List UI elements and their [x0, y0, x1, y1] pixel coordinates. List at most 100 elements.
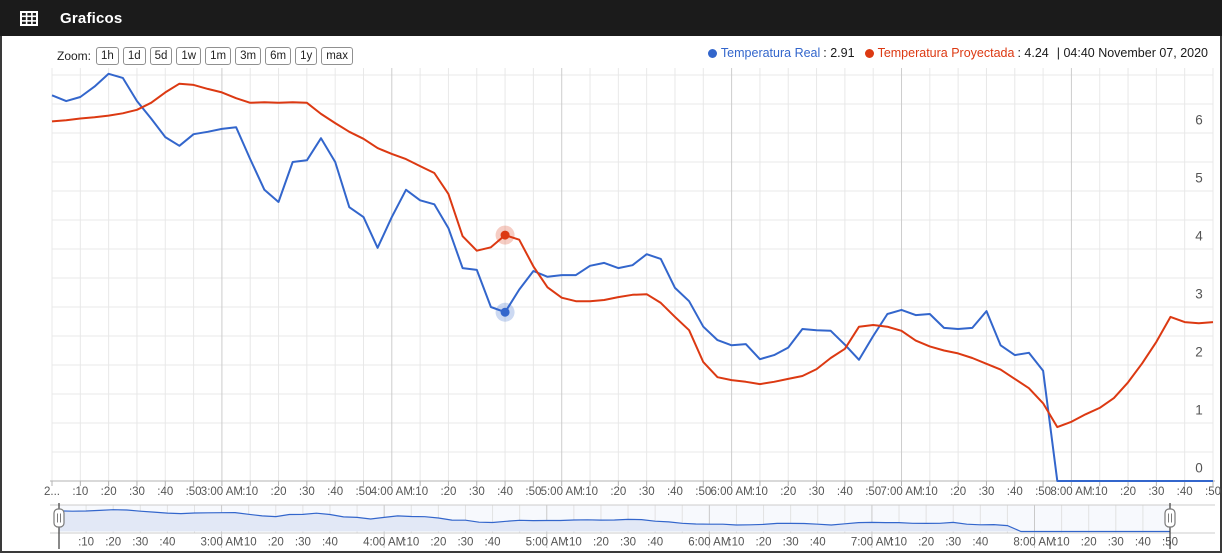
svg-text::10: :10	[72, 486, 88, 498]
svg-text::50: :50	[355, 486, 371, 498]
hover-markers	[495, 225, 515, 322]
svg-text::50: :50	[525, 486, 541, 498]
nav-handle-left[interactable]	[53, 503, 65, 549]
svg-text::10: :10	[922, 486, 938, 498]
svg-text::30: :30	[295, 537, 311, 549]
zoom-button-1w[interactable]: 1w	[176, 47, 202, 65]
zoom-button-1m[interactable]: 1m	[205, 47, 232, 65]
series-proyectada-dot	[864, 48, 874, 58]
series-real-value: : 2.91	[823, 46, 855, 60]
svg-text::40: :40	[667, 486, 683, 498]
svg-text::40: :40	[1007, 486, 1023, 498]
navigator[interactable]	[50, 504, 1215, 548]
svg-text::10: :10	[1092, 486, 1108, 498]
svg-text::30: :30	[129, 486, 145, 498]
zoom-button-1y[interactable]: 1y	[295, 47, 318, 65]
svg-text::40: :40	[1177, 486, 1193, 498]
svg-text:4:00 AM: 4:00 AM	[371, 486, 413, 498]
svg-text:8:00 AM: 8:00 AM	[1013, 537, 1055, 549]
svg-text::30: :30	[132, 537, 148, 549]
svg-text::40: :40	[1135, 537, 1151, 549]
svg-text::20: :20	[268, 537, 284, 549]
navigator-line	[58, 509, 1170, 533]
svg-text:3:00 AM: 3:00 AM	[201, 486, 243, 498]
svg-text::40: :40	[159, 537, 175, 549]
svg-text::10: :10	[1054, 537, 1070, 549]
marker-proyectada	[500, 230, 510, 240]
series-real-label: Temperatura Real	[720, 46, 821, 60]
nav-handle-right[interactable]	[1164, 503, 1176, 549]
x-axis-labels: 2...:10:20:30:40:50 3:00 AM:10:20:30:40:5…	[44, 486, 1221, 498]
zoom-button-5d[interactable]: 5d	[149, 47, 173, 65]
zoom-buttons: 1h 1d 5d 1w 1m 3m 6m 1y max	[96, 46, 357, 65]
svg-text:0: 0	[1195, 461, 1203, 476]
svg-text:4: 4	[1195, 229, 1203, 244]
svg-text::40: :40	[322, 537, 338, 549]
grid-table-icon	[20, 10, 38, 26]
zoom-button-max[interactable]: max	[321, 47, 353, 65]
svg-text::20: :20	[918, 537, 934, 549]
svg-text::10: :10	[566, 537, 582, 549]
legend-timestamp: | 04:40 November 07, 2020	[1056, 46, 1208, 60]
zoom-button-1d[interactable]: 1d	[122, 47, 146, 65]
zoom-button-3m[interactable]: 3m	[235, 47, 262, 65]
svg-text::30: :30	[1108, 537, 1124, 549]
svg-text:8:00 AM: 8:00 AM	[1050, 486, 1092, 498]
main-chart[interactable]: 2...:10:20:30:40:50 3:00 AM:10:20:30:40:5…	[2, 36, 1222, 553]
svg-text::20: :20	[271, 486, 287, 498]
series-temperatura-proyectada	[51, 82, 1214, 429]
svg-text::40: :40	[810, 537, 826, 549]
svg-text:5: 5	[1195, 171, 1203, 186]
svg-text:3: 3	[1195, 287, 1203, 302]
navigator-axis-labels: :10:20:30:40 3:00 AM:10:20:30:40 4:00 AM:1…	[78, 537, 1178, 549]
svg-text::20: :20	[950, 486, 966, 498]
svg-text::10: :10	[242, 486, 258, 498]
zoom-button-1h[interactable]: 1h	[96, 47, 119, 65]
svg-text::30: :30	[457, 537, 473, 549]
svg-text::30: :30	[978, 486, 994, 498]
svg-text::50: :50	[186, 486, 202, 498]
svg-text::10: :10	[78, 537, 94, 549]
svg-text::10: :10	[728, 537, 744, 549]
svg-text::10: :10	[241, 537, 257, 549]
svg-text::30: :30	[299, 486, 315, 498]
svg-text::40: :40	[157, 486, 173, 498]
svg-text::10: :10	[582, 486, 598, 498]
svg-text::20: :20	[780, 486, 796, 498]
svg-text::40: :40	[647, 537, 663, 549]
svg-text::10: :10	[752, 486, 768, 498]
svg-text:7:00 AM: 7:00 AM	[880, 486, 922, 498]
svg-text::10: :10	[891, 537, 907, 549]
svg-text::30: :30	[469, 486, 485, 498]
zoom-button-6m[interactable]: 6m	[265, 47, 292, 65]
grid	[51, 68, 1214, 481]
svg-text::20: :20	[101, 486, 117, 498]
chart-legend: Temperatura Real : 2.91 Temperatura Proy…	[698, 46, 1208, 60]
svg-text::20: :20	[593, 537, 609, 549]
svg-text::30: :30	[620, 537, 636, 549]
svg-text::10: :10	[403, 537, 419, 549]
series-real-dot	[707, 48, 717, 58]
svg-text::10: :10	[412, 486, 428, 498]
svg-text::30: :30	[1148, 486, 1164, 498]
y-axis-labels: 0 1 2 3 4 5 6	[1195, 113, 1203, 476]
svg-text:6: 6	[1195, 113, 1203, 128]
svg-text::40: :40	[327, 486, 343, 498]
svg-text:6:00 AM: 6:00 AM	[688, 537, 730, 549]
x-axis	[50, 480, 1215, 486]
svg-text::50: :50	[1205, 486, 1221, 498]
svg-text::30: :30	[945, 537, 961, 549]
svg-text::40: :40	[497, 486, 513, 498]
svg-text:7:00 AM: 7:00 AM	[851, 537, 893, 549]
svg-text::20: :20	[1081, 537, 1097, 549]
series-proyectada-label: Temperatura Proyectada	[877, 46, 1015, 60]
svg-text:4:00 AM: 4:00 AM	[363, 537, 405, 549]
svg-text::20: :20	[756, 537, 772, 549]
svg-text::50: :50	[865, 486, 881, 498]
page-title: Graficos	[60, 9, 123, 27]
svg-text::50: :50	[1035, 486, 1051, 498]
svg-text:3:00 AM: 3:00 AM	[200, 537, 242, 549]
svg-text::40: :40	[485, 537, 501, 549]
svg-text::30: :30	[783, 537, 799, 549]
